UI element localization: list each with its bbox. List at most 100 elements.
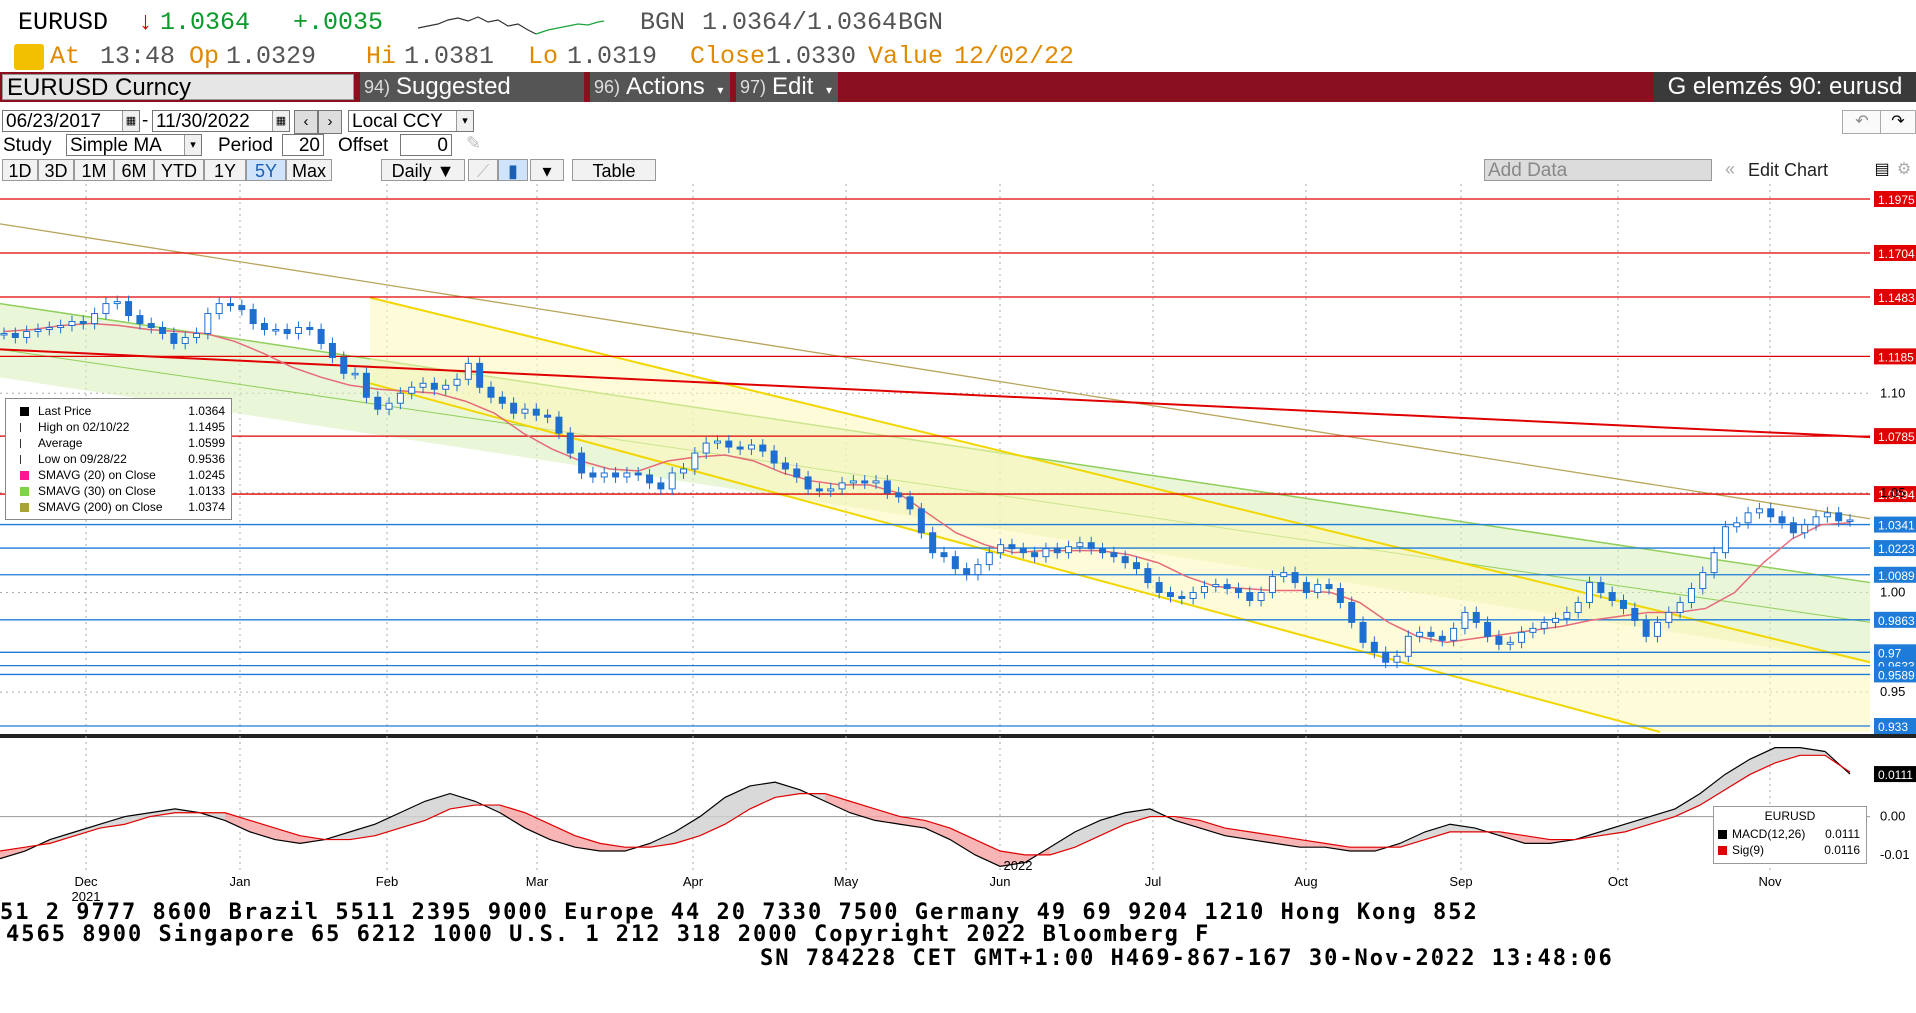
price-tag-box bbox=[1874, 644, 1916, 661]
offset-input[interactable]: 0 bbox=[400, 134, 452, 156]
range-tab-1y[interactable]: 1Y bbox=[204, 159, 246, 181]
candle-body bbox=[657, 482, 665, 490]
range-tab-max[interactable]: Max bbox=[286, 159, 332, 181]
legend-name: Last Price bbox=[38, 404, 92, 418]
footer-session-line: SN 784228 CET GMT+1:00 H469-867-167 30-N… bbox=[760, 946, 1614, 971]
calendar-icon[interactable]: ▦ bbox=[272, 111, 289, 131]
edit-num: 97) bbox=[740, 77, 767, 97]
currency-select[interactable]: Local CCY ▾ bbox=[348, 110, 474, 132]
macd-histogram-area bbox=[1625, 816, 1650, 832]
candle-body bbox=[1076, 542, 1084, 548]
edit-button[interactable]: 97) Edit ▾ bbox=[736, 72, 838, 102]
candle-body bbox=[1257, 592, 1265, 601]
range-tab-ytd[interactable]: YTD bbox=[154, 159, 204, 181]
end-date-value: 11/30/2022 bbox=[156, 111, 250, 132]
price-tag: 1.1704 bbox=[1874, 244, 1916, 261]
candle-body bbox=[1223, 584, 1231, 590]
candle-body bbox=[1699, 572, 1707, 590]
candle-body bbox=[11, 332, 19, 338]
candle-body bbox=[1246, 592, 1254, 601]
legend-swatch bbox=[20, 471, 29, 480]
price-tag-box bbox=[1874, 718, 1916, 735]
candle-body bbox=[1302, 582, 1310, 594]
legend-swatch bbox=[20, 407, 29, 416]
candle-body bbox=[1008, 544, 1016, 550]
pencil-icon[interactable]: ✎ bbox=[466, 133, 482, 153]
chart-type-dropdown[interactable]: ▾ bbox=[530, 159, 564, 181]
candle-body bbox=[1789, 522, 1797, 534]
bid-ask: 1.0364/1.0364 bbox=[702, 8, 898, 37]
candle-body bbox=[781, 462, 789, 470]
price-tag-box bbox=[1874, 244, 1916, 261]
macd-histogram-area bbox=[1800, 747, 1825, 756]
macd-legend-swatch bbox=[1718, 830, 1727, 839]
table-button[interactable]: Table bbox=[572, 159, 656, 181]
x-tick-label: Jul bbox=[1144, 874, 1162, 889]
candle-body bbox=[1155, 582, 1163, 594]
candle-body bbox=[1110, 552, 1118, 558]
calendar-icon[interactable]: ▦ bbox=[122, 111, 139, 131]
macd-histogram-area bbox=[225, 812, 250, 832]
low-value: 1.0319 bbox=[567, 42, 658, 71]
line-chart-icon[interactable]: ⟋ bbox=[468, 159, 498, 181]
clock-icon[interactable] bbox=[14, 44, 44, 70]
security-field[interactable]: EURUSD Curncy bbox=[2, 74, 354, 101]
actions-button[interactable]: 96) Actions ▾ bbox=[590, 72, 730, 102]
y-tick-label: 0.95 bbox=[1880, 684, 1905, 699]
price-tag-label: 0.97 bbox=[1878, 646, 1902, 660]
candle-body bbox=[963, 568, 971, 576]
price-chart[interactable]: 1.1975 1.1704 1.1483 1.1185 1.0785 1.0494 1.03… bbox=[0, 184, 1916, 874]
candle-body bbox=[1835, 512, 1843, 522]
candle-body bbox=[362, 372, 370, 398]
range-tab-1d[interactable]: 1D bbox=[2, 159, 38, 181]
candle-body bbox=[1450, 627, 1458, 641]
edit-chart-label: Edit Chart bbox=[1748, 160, 1829, 180]
macd-legend-item: Sig(9) 0.0116 bbox=[1718, 843, 1862, 858]
candle-body bbox=[1189, 592, 1197, 599]
legend-name: SMAVG (200) on Close bbox=[38, 500, 163, 514]
candle-body bbox=[317, 328, 325, 344]
macd-histogram-area bbox=[1425, 824, 1450, 840]
macd-histogram-area bbox=[375, 812, 400, 836]
frequency-select[interactable]: Daily ▼ bbox=[381, 159, 465, 181]
start-date-input[interactable]: 06/23/2017 ▦ bbox=[2, 110, 140, 132]
suggested-charts-button[interactable]: 94) Suggested Charts bbox=[360, 72, 584, 130]
legend-name: SMAVG (30) on Close bbox=[38, 484, 156, 498]
range-tab-3d[interactable]: 3D bbox=[38, 159, 74, 181]
candle-chart-icon[interactable]: ▮ bbox=[498, 159, 528, 181]
candle-body bbox=[1518, 631, 1526, 643]
add-data-input[interactable]: Add Data bbox=[1484, 159, 1712, 181]
period-input[interactable]: 20 bbox=[282, 134, 324, 156]
prev-arrow-icon[interactable]: ‹ bbox=[294, 110, 318, 134]
next-arrow-icon[interactable]: › bbox=[318, 110, 342, 134]
redo-icon[interactable]: ↷ bbox=[1880, 110, 1916, 134]
candle-body bbox=[1042, 548, 1050, 558]
chart-settings-icon[interactable]: ▤ bbox=[1874, 161, 1890, 178]
gear-icon[interactable]: ⚙ bbox=[1896, 161, 1912, 178]
candle-body bbox=[476, 362, 484, 388]
macd-legend-name: MACD(12,26) bbox=[1732, 827, 1806, 841]
low-label: Lo bbox=[528, 42, 559, 71]
price-tag-box bbox=[1874, 516, 1916, 533]
candle-body bbox=[1529, 627, 1537, 633]
candle-body bbox=[1801, 524, 1809, 534]
collapse-icon[interactable]: « bbox=[1724, 159, 1735, 179]
price-tag-label: 1.1975 bbox=[1878, 193, 1915, 207]
candle-body bbox=[747, 444, 755, 450]
macd-histogram-area bbox=[400, 801, 425, 829]
candle-body bbox=[170, 332, 178, 344]
study-select[interactable]: Simple MA ▾ bbox=[66, 134, 202, 156]
range-tab-6m[interactable]: 6M bbox=[114, 159, 154, 181]
price-tag-label: 1.1704 bbox=[1878, 247, 1915, 261]
x-tick-label: Jan bbox=[229, 874, 251, 889]
end-date-input[interactable]: 11/30/2022 ▦ bbox=[152, 110, 290, 132]
macd-histogram-area bbox=[500, 805, 525, 829]
range-tab-1m[interactable]: 1M bbox=[74, 159, 114, 181]
candle-body bbox=[1314, 584, 1322, 594]
footer-contacts-line1: 51 2 9777 8600 Brazil 5511 2395 9000 Eur… bbox=[0, 900, 1479, 925]
edit-chart-button[interactable]: Edit Chart bbox=[1748, 159, 1872, 181]
undo-icon[interactable]: ↶ bbox=[1842, 110, 1882, 134]
candle-body bbox=[385, 402, 393, 410]
macd-histogram-area bbox=[1775, 747, 1800, 763]
range-tab-5y[interactable]: 5Y bbox=[246, 159, 286, 181]
